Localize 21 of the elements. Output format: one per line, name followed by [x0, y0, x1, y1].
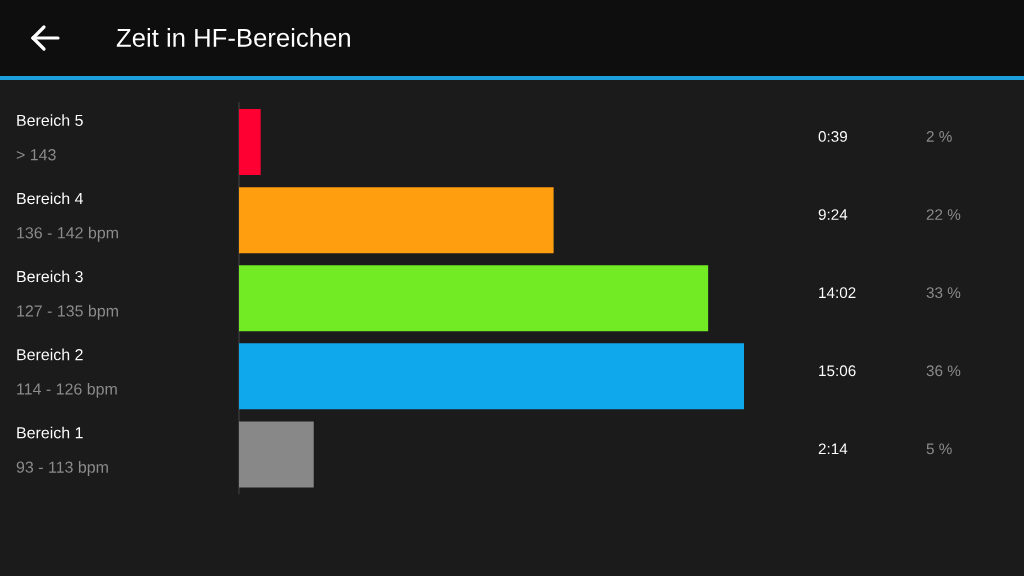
text: 5 %: [926, 443, 952, 455]
category-label: Bereich 3 127 - 135 bpm: [17, 270, 118, 320]
text: 22 %: [926, 209, 961, 220]
chart-title: Zeit in HF-Bereichen: [116, 28, 350, 47]
bar: [239, 343, 744, 410]
bar: [239, 421, 314, 488]
category-label: Bereich 5 > 143: [16, 114, 83, 161]
category-label: Bereich 1 93 - 113 bpm: [16, 426, 108, 476]
text: 2:14: [818, 443, 848, 455]
category-label: Bereich 2 114 - 126 bpm: [17, 348, 117, 398]
text: 14:02: [819, 287, 856, 299]
text: 33 %: [926, 287, 961, 299]
bar: [239, 187, 554, 254]
text: 15:06: [819, 365, 856, 377]
bar: [239, 265, 709, 332]
text: 0:39: [818, 131, 848, 142]
text: 36 %: [926, 365, 961, 377]
text: 9:24: [818, 209, 848, 220]
bar: [239, 109, 261, 176]
category-label: Bereich 4 136 - 142 bpm: [17, 192, 118, 242]
text: 2 %: [926, 131, 952, 142]
